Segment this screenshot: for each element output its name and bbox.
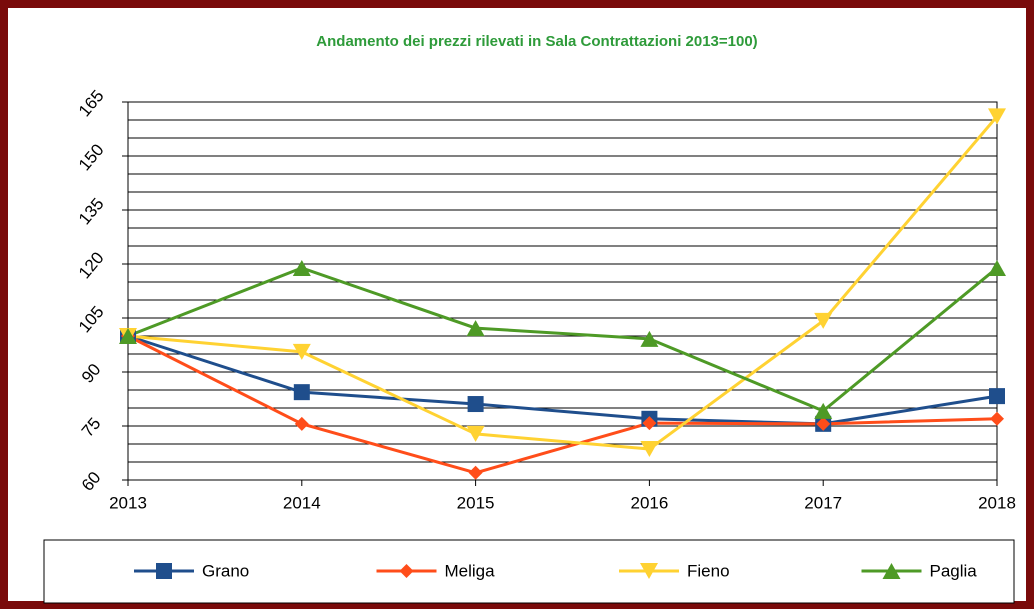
legend-label: Fieno [687, 561, 730, 580]
marker [468, 465, 483, 480]
marker [990, 411, 1004, 426]
legend-label: Paglia [930, 561, 978, 580]
marker [816, 416, 831, 431]
marker [882, 563, 901, 579]
marker [466, 425, 485, 442]
marker [640, 441, 659, 458]
marker [642, 416, 657, 431]
marker [293, 384, 310, 401]
x-tick-label: 2013 [109, 493, 147, 512]
marker [814, 402, 833, 419]
x-tick-label: 2014 [283, 493, 321, 512]
marker [640, 330, 659, 347]
x-tick-label: 2017 [804, 493, 842, 512]
series-line [127, 266, 998, 413]
plot-border [127, 101, 998, 481]
series-line [127, 334, 998, 475]
marker [156, 563, 172, 579]
series-line [127, 334, 998, 426]
series-line [127, 115, 999, 451]
marker [640, 563, 658, 579]
x-tick-label: 2015 [457, 493, 495, 512]
legend-label: Meliga [445, 561, 496, 580]
marker [292, 259, 311, 276]
marker [294, 416, 309, 431]
marker [467, 396, 484, 413]
marker [988, 259, 1006, 276]
marker [989, 388, 1005, 405]
x-tick-label: 2018 [978, 493, 1016, 512]
x-tick-label: 2016 [630, 493, 668, 512]
marker [814, 312, 833, 329]
legend-box [43, 539, 1015, 604]
marker [292, 343, 311, 360]
legend-label: Grano [202, 561, 249, 580]
chart-title: Andamento dei prezzi rilevati in Sala Co… [316, 33, 757, 50]
marker [466, 320, 485, 337]
marker [119, 328, 137, 344]
marker [988, 108, 1006, 125]
marker [399, 564, 414, 578]
